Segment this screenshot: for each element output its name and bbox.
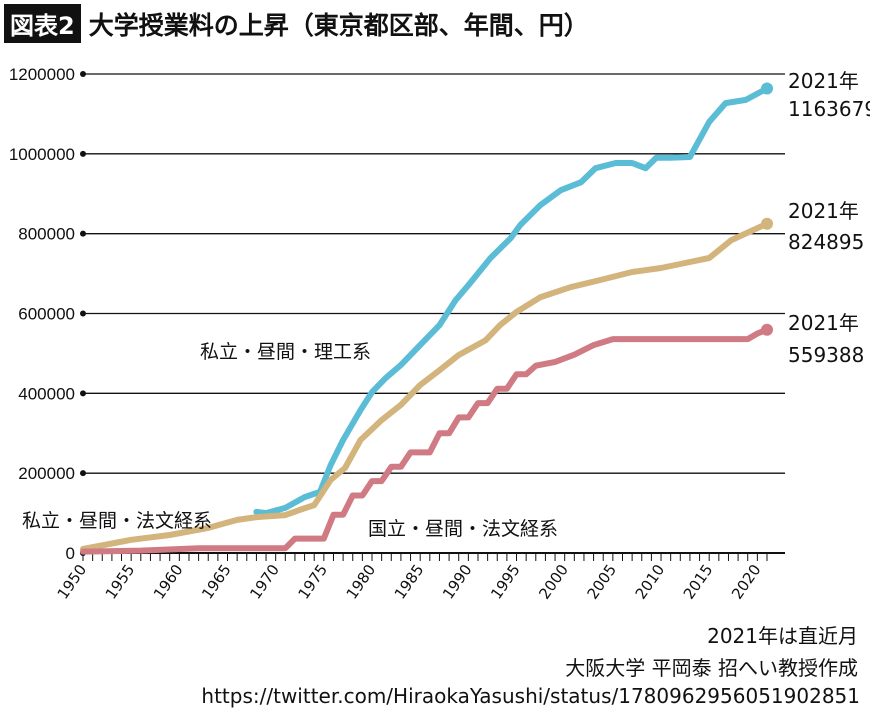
tick-dot <box>80 150 86 157</box>
x-tick-label: 1980 <box>343 561 380 603</box>
series-end-point <box>761 323 773 336</box>
tick-dot <box>80 470 86 477</box>
series-line <box>80 220 770 552</box>
x-tick-label: 1975 <box>294 561 331 603</box>
y-tick-label: 1200000 <box>9 65 75 84</box>
header: 図表2 大学授業料の上昇（東京都区部、年間、円） <box>4 4 589 43</box>
end-label-year: 2021年 <box>788 69 859 93</box>
x-tick-label: 2000 <box>535 561 572 603</box>
series-line <box>253 85 770 517</box>
y-tick-label: 200000 <box>18 464 75 483</box>
note-author: 大阪大学 平岡泰 招へい教授作成 <box>565 656 858 680</box>
y-tick-label: 1000000 <box>9 145 75 164</box>
tick-dot <box>80 390 86 397</box>
series-line <box>80 326 770 555</box>
x-tick-label: 1950 <box>54 561 91 603</box>
x-tick-label: 2010 <box>632 561 669 603</box>
tick-dot <box>80 230 86 237</box>
series-annotation: 国立・昼間・法文経系 <box>368 518 558 540</box>
x-tick-label: 2020 <box>728 561 765 603</box>
end-label-year: 2021年 <box>788 311 859 335</box>
end-label-value: 1163679 <box>788 97 870 121</box>
chart-title: 大学授業料の上昇（東京都区部、年間、円） <box>88 10 589 40</box>
y-tick-label: 800000 <box>18 225 75 244</box>
x-tick-label: 1995 <box>487 561 524 603</box>
x-tick-label: 1960 <box>150 561 187 603</box>
x-tick-label: 1955 <box>102 561 139 603</box>
note-source-url: https://twitter.com/HiraokaYasushi/statu… <box>201 684 860 708</box>
end-label-value: 559388 <box>788 343 864 367</box>
figure-badge: 図表2 <box>4 4 81 43</box>
x-tick-label: 1965 <box>198 561 235 603</box>
tick-dot <box>80 310 86 317</box>
tick-dot <box>80 71 86 77</box>
series-annotation: 私立・昼間・理工系 <box>200 341 371 363</box>
series-end-point <box>761 82 773 95</box>
series-annotation: 私立・昼間・法文経系 <box>22 510 212 532</box>
note-latest-month: 2021年は直近月 <box>707 624 858 648</box>
x-tick-label: 1970 <box>246 561 283 603</box>
y-tick-label: 0 <box>66 544 75 563</box>
y-tick-label: 600000 <box>18 305 75 324</box>
x-tick-label: 2005 <box>583 561 620 603</box>
y-tick-label: 400000 <box>18 384 75 403</box>
x-tick-label: 1985 <box>391 561 428 603</box>
end-label-value: 824895 <box>788 230 864 254</box>
series-end-point <box>761 217 773 230</box>
x-tick-label: 2015 <box>680 561 717 603</box>
x-tick-label: 1990 <box>439 561 476 603</box>
end-label-year: 2021年 <box>788 199 859 223</box>
